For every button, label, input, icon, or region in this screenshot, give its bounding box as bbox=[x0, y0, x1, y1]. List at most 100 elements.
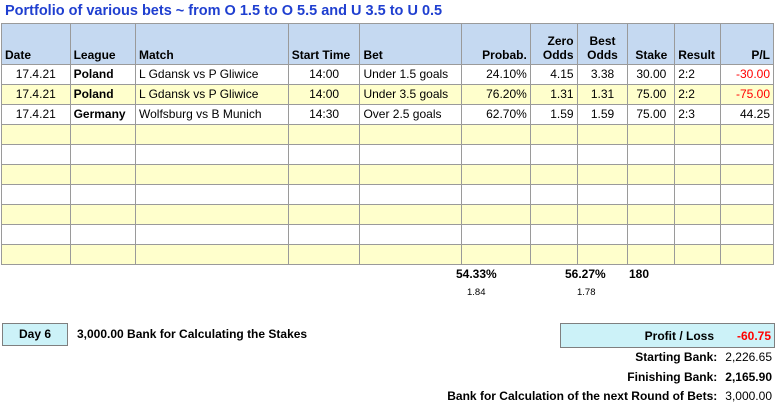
col-bet[interactable]: Bet bbox=[359, 23, 463, 65]
empty-cell[interactable] bbox=[135, 124, 289, 145]
empty-cell[interactable] bbox=[287, 184, 361, 205]
empty-cell[interactable] bbox=[359, 224, 463, 245]
empty-cell[interactable] bbox=[674, 204, 721, 225]
cell-stake[interactable]: 30.00 bbox=[627, 64, 676, 85]
cell-league[interactable]: Germany bbox=[69, 104, 137, 125]
empty-cell[interactable] bbox=[627, 164, 676, 185]
cell-best-odds[interactable]: 3.38 bbox=[576, 64, 629, 85]
empty-cell[interactable] bbox=[719, 164, 775, 185]
cell-result[interactable]: 2:2 bbox=[674, 84, 721, 105]
empty-cell[interactable] bbox=[627, 224, 676, 245]
empty-cell[interactable] bbox=[674, 164, 721, 185]
empty-cell[interactable] bbox=[359, 124, 463, 145]
cell-date[interactable]: 17.4.21 bbox=[1, 64, 71, 85]
cell-match[interactable]: L Gdansk vs P Gliwice bbox=[135, 64, 289, 85]
empty-cell[interactable] bbox=[576, 164, 629, 185]
empty-cell[interactable] bbox=[529, 164, 578, 185]
cell-pl[interactable]: 44.25 bbox=[719, 104, 775, 125]
empty-cell[interactable] bbox=[461, 144, 531, 165]
empty-cell[interactable] bbox=[719, 244, 775, 265]
col-pl[interactable]: P/L bbox=[719, 23, 775, 65]
cell-league[interactable]: Poland bbox=[69, 64, 137, 85]
col-best-odds[interactable]: Best Odds bbox=[576, 23, 629, 65]
empty-cell[interactable] bbox=[529, 144, 578, 165]
empty-cell[interactable] bbox=[1, 164, 71, 185]
empty-cell[interactable] bbox=[461, 244, 531, 265]
cell-start-time[interactable]: 14:00 bbox=[287, 84, 361, 105]
cell-pl[interactable]: -75.00 bbox=[719, 84, 775, 105]
cell-zero-odds[interactable]: 1.59 bbox=[529, 104, 578, 125]
col-probab[interactable]: Probab. bbox=[461, 23, 531, 65]
empty-cell[interactable] bbox=[719, 204, 775, 225]
empty-cell[interactable] bbox=[287, 244, 361, 265]
empty-cell[interactable] bbox=[719, 124, 775, 145]
empty-cell[interactable] bbox=[135, 144, 289, 165]
cell-probab[interactable]: 76.20% bbox=[461, 84, 531, 105]
empty-cell[interactable] bbox=[135, 164, 289, 185]
empty-cell[interactable] bbox=[576, 224, 629, 245]
empty-cell[interactable] bbox=[359, 164, 463, 185]
empty-cell[interactable] bbox=[69, 124, 137, 145]
empty-cell[interactable] bbox=[529, 204, 578, 225]
empty-cell[interactable] bbox=[135, 204, 289, 225]
cell-best-odds[interactable]: 1.31 bbox=[576, 84, 629, 105]
empty-cell[interactable] bbox=[461, 224, 531, 245]
empty-cell[interactable] bbox=[529, 184, 578, 205]
col-stake[interactable]: Stake bbox=[627, 23, 676, 65]
empty-cell[interactable] bbox=[69, 224, 137, 245]
empty-cell[interactable] bbox=[719, 144, 775, 165]
col-result[interactable]: Result bbox=[674, 23, 721, 65]
empty-cell[interactable] bbox=[1, 204, 71, 225]
empty-cell[interactable] bbox=[627, 244, 676, 265]
empty-cell[interactable] bbox=[576, 124, 629, 145]
empty-cell[interactable] bbox=[627, 184, 676, 205]
cell-start-time[interactable]: 14:30 bbox=[287, 104, 361, 125]
empty-cell[interactable] bbox=[1, 244, 71, 265]
cell-date[interactable]: 17.4.21 bbox=[1, 104, 71, 125]
empty-cell[interactable] bbox=[529, 244, 578, 265]
cell-league[interactable]: Poland bbox=[69, 84, 137, 105]
empty-cell[interactable] bbox=[287, 124, 361, 145]
empty-cell[interactable] bbox=[135, 224, 289, 245]
col-league[interactable]: League bbox=[69, 23, 137, 65]
empty-cell[interactable] bbox=[359, 244, 463, 265]
cell-bet[interactable]: Under 3.5 goals bbox=[359, 84, 463, 105]
empty-cell[interactable] bbox=[287, 204, 361, 225]
empty-cell[interactable] bbox=[69, 204, 137, 225]
empty-cell[interactable] bbox=[69, 244, 137, 265]
cell-zero-odds[interactable]: 4.15 bbox=[529, 64, 578, 85]
cell-date[interactable]: 17.4.21 bbox=[1, 84, 71, 105]
empty-cell[interactable] bbox=[719, 224, 775, 245]
empty-cell[interactable] bbox=[359, 184, 463, 205]
empty-cell[interactable] bbox=[576, 204, 629, 225]
empty-cell[interactable] bbox=[576, 144, 629, 165]
cell-start-time[interactable]: 14:00 bbox=[287, 64, 361, 85]
empty-cell[interactable] bbox=[674, 224, 721, 245]
empty-cell[interactable] bbox=[69, 184, 137, 205]
col-date[interactable]: Date bbox=[1, 23, 71, 65]
empty-cell[interactable] bbox=[529, 224, 578, 245]
empty-cell[interactable] bbox=[135, 244, 289, 265]
empty-cell[interactable] bbox=[1, 224, 71, 245]
cell-bet[interactable]: Over 2.5 goals bbox=[359, 104, 463, 125]
cell-pl[interactable]: -30.00 bbox=[719, 64, 775, 85]
cell-probab[interactable]: 24.10% bbox=[461, 64, 531, 85]
empty-cell[interactable] bbox=[576, 244, 629, 265]
cell-result[interactable]: 2:2 bbox=[674, 64, 721, 85]
empty-cell[interactable] bbox=[529, 124, 578, 145]
empty-cell[interactable] bbox=[461, 184, 531, 205]
col-zero-odds[interactable]: Zero Odds bbox=[529, 23, 578, 65]
empty-cell[interactable] bbox=[69, 164, 137, 185]
cell-match[interactable]: L Gdansk vs P Gliwice bbox=[135, 84, 289, 105]
empty-cell[interactable] bbox=[674, 144, 721, 165]
empty-cell[interactable] bbox=[576, 184, 629, 205]
empty-cell[interactable] bbox=[719, 184, 775, 205]
cell-stake[interactable]: 75.00 bbox=[627, 104, 676, 125]
col-match[interactable]: Match bbox=[135, 23, 289, 65]
cell-best-odds[interactable]: 1.59 bbox=[576, 104, 629, 125]
empty-cell[interactable] bbox=[627, 144, 676, 165]
empty-cell[interactable] bbox=[674, 184, 721, 205]
empty-cell[interactable] bbox=[627, 204, 676, 225]
empty-cell[interactable] bbox=[135, 184, 289, 205]
empty-cell[interactable] bbox=[1, 144, 71, 165]
